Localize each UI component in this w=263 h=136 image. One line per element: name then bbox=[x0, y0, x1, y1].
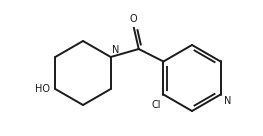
Text: Cl: Cl bbox=[152, 101, 161, 110]
Text: N: N bbox=[112, 45, 119, 55]
Text: O: O bbox=[130, 14, 138, 24]
Text: N: N bbox=[224, 97, 231, 106]
Text: HO: HO bbox=[35, 84, 50, 94]
